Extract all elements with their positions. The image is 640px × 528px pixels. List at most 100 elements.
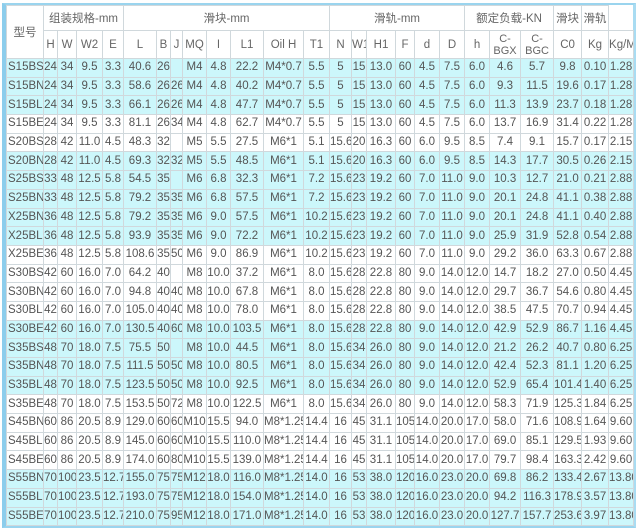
value-cell: 20.0 — [438, 450, 466, 471]
value-cell: 69.8 — [489, 469, 522, 489]
value-cell: 20.0 — [438, 413, 466, 433]
value-cell: 31.4 — [553, 114, 583, 134]
value-cell: 10.0 — [206, 375, 231, 396]
table-row: S15BE24349.53.381.12634M44.862.7M4*0.75.… — [6, 114, 635, 134]
table-row: X25BN364812.55.879.23535M69.057.5M6*110.… — [6, 207, 635, 228]
value-cell: 3.3 — [102, 76, 124, 97]
value-cell: 50 — [156, 357, 171, 377]
value-cell: 1.93 — [581, 431, 610, 452]
value-cell: 29.7 — [489, 282, 522, 302]
value-cell: 80 — [395, 394, 415, 415]
value-cell: 4.5 — [414, 95, 440, 116]
value-cell: 16.0 — [76, 263, 103, 284]
value-cell: 32 — [156, 151, 171, 172]
value-cell: 19.2 — [366, 207, 396, 228]
value-cell: 34 — [57, 76, 77, 97]
column-header: J — [170, 30, 183, 59]
value-cell: 35 — [170, 226, 183, 246]
value-cell: 0.50 — [581, 263, 610, 284]
value-cell: 19.2 — [366, 226, 396, 246]
value-cell: 20.5 — [76, 450, 103, 471]
value-cell: 15.6 — [329, 132, 352, 153]
value-cell: 15.6 — [329, 207, 352, 228]
value-cell: 15 — [351, 76, 367, 97]
value-cell: 34 — [351, 375, 367, 396]
value-cell: 48 — [57, 188, 77, 209]
value-cell: 16.9 — [520, 114, 555, 134]
value-cell: 26.0 — [366, 375, 396, 396]
value-cell: 15.6 — [329, 357, 352, 377]
value-cell: 6.0 — [464, 76, 491, 97]
value-cell: 48 — [57, 226, 77, 246]
value-cell: 75 — [156, 506, 171, 527]
value-cell: 18.0 — [206, 506, 231, 527]
value-cell: 16.0 — [414, 506, 440, 527]
value-cell: 3.57 — [581, 487, 610, 508]
value-cell: 80 — [395, 338, 415, 358]
value-cell: 6.8 — [206, 188, 231, 209]
value-cell: 9.0 — [414, 394, 440, 415]
value-cell: M10 — [182, 431, 207, 452]
value-cell: 7.5 — [438, 76, 466, 97]
value-cell: 19.2 — [366, 188, 396, 209]
value-cell: 13.80 — [608, 487, 635, 508]
value-cell: 12.0 — [464, 319, 491, 340]
value-cell: 26 — [170, 76, 183, 97]
value-cell: 27.5 — [230, 132, 264, 153]
value-cell: 57.5 — [230, 207, 264, 228]
value-cell: 1.40 — [581, 375, 610, 396]
value-cell: 7.0 — [414, 226, 440, 246]
value-cell: 70 — [43, 469, 58, 489]
value-cell: 31.1 — [366, 431, 396, 452]
value-cell: 42 — [43, 282, 58, 302]
value-cell: 20.0 — [438, 431, 466, 452]
value-cell: 32 — [170, 151, 183, 172]
value-cell: M6*1 — [263, 300, 304, 321]
value-cell: 26.0 — [366, 338, 396, 358]
value-cell: 53 — [351, 506, 367, 527]
value-cell: 52.9 — [489, 375, 522, 396]
value-cell: 20.0 — [464, 506, 491, 527]
value-cell: 154.0 — [230, 487, 264, 508]
table-row: X25BE364812.55.8108.63550M69.086.9M6*110… — [6, 244, 635, 265]
value-cell: 17.0 — [464, 413, 491, 433]
value-cell: 9.8 — [553, 58, 583, 78]
column-header: d — [414, 30, 440, 59]
value-cell: 8.0 — [303, 338, 330, 358]
table-row: S30BS 42 60 16.0 7.0 64.2 40 M8 10.0 37.2 M6*1 8.0 1… — [6, 263, 635, 284]
column-header: W2 — [76, 30, 103, 59]
value-cell: 42 — [57, 132, 77, 153]
model-cell: S15BL — [6, 95, 44, 116]
model-cell: S15BE — [6, 114, 44, 134]
value-cell: 105 — [395, 413, 415, 433]
model-cell: X25BE — [6, 244, 44, 265]
value-cell: 75.5 — [123, 338, 157, 358]
value-cell: 93.9 — [123, 226, 157, 246]
value-cell: 81.1 — [123, 114, 157, 134]
value-cell: 48 — [57, 207, 77, 228]
value-cell: 23.0 — [438, 487, 466, 508]
value-cell: 41.1 — [553, 188, 583, 209]
value-cell: 60 — [395, 76, 415, 97]
value-cell: 0.80 — [581, 338, 610, 358]
value-cell: 50 — [170, 244, 183, 265]
value-cell: 63.3 — [553, 244, 583, 265]
value-cell: 40 — [170, 282, 183, 302]
value-cell: 20.1 — [489, 207, 522, 228]
value-cell: M10 — [182, 413, 207, 433]
value-cell: 26.2 — [520, 338, 555, 358]
value-cell: 31.1 — [366, 413, 396, 433]
value-cell: 38.0 — [366, 506, 396, 527]
value-cell: 11.0 — [438, 244, 466, 265]
value-cell: 50 — [170, 357, 183, 377]
value-cell: 28 — [351, 319, 367, 340]
value-cell: 16 — [329, 450, 352, 471]
value-cell: 47.5 — [520, 300, 555, 321]
value-cell: 9.0 — [464, 244, 491, 265]
value-cell: 26 — [156, 58, 171, 78]
value-cell: 12.5 — [76, 207, 103, 228]
value-cell: 130.5 — [123, 319, 157, 340]
value-cell: 6.0 — [464, 58, 491, 78]
value-cell: 7.5 — [102, 375, 124, 396]
value-cell: 48 — [57, 244, 77, 265]
